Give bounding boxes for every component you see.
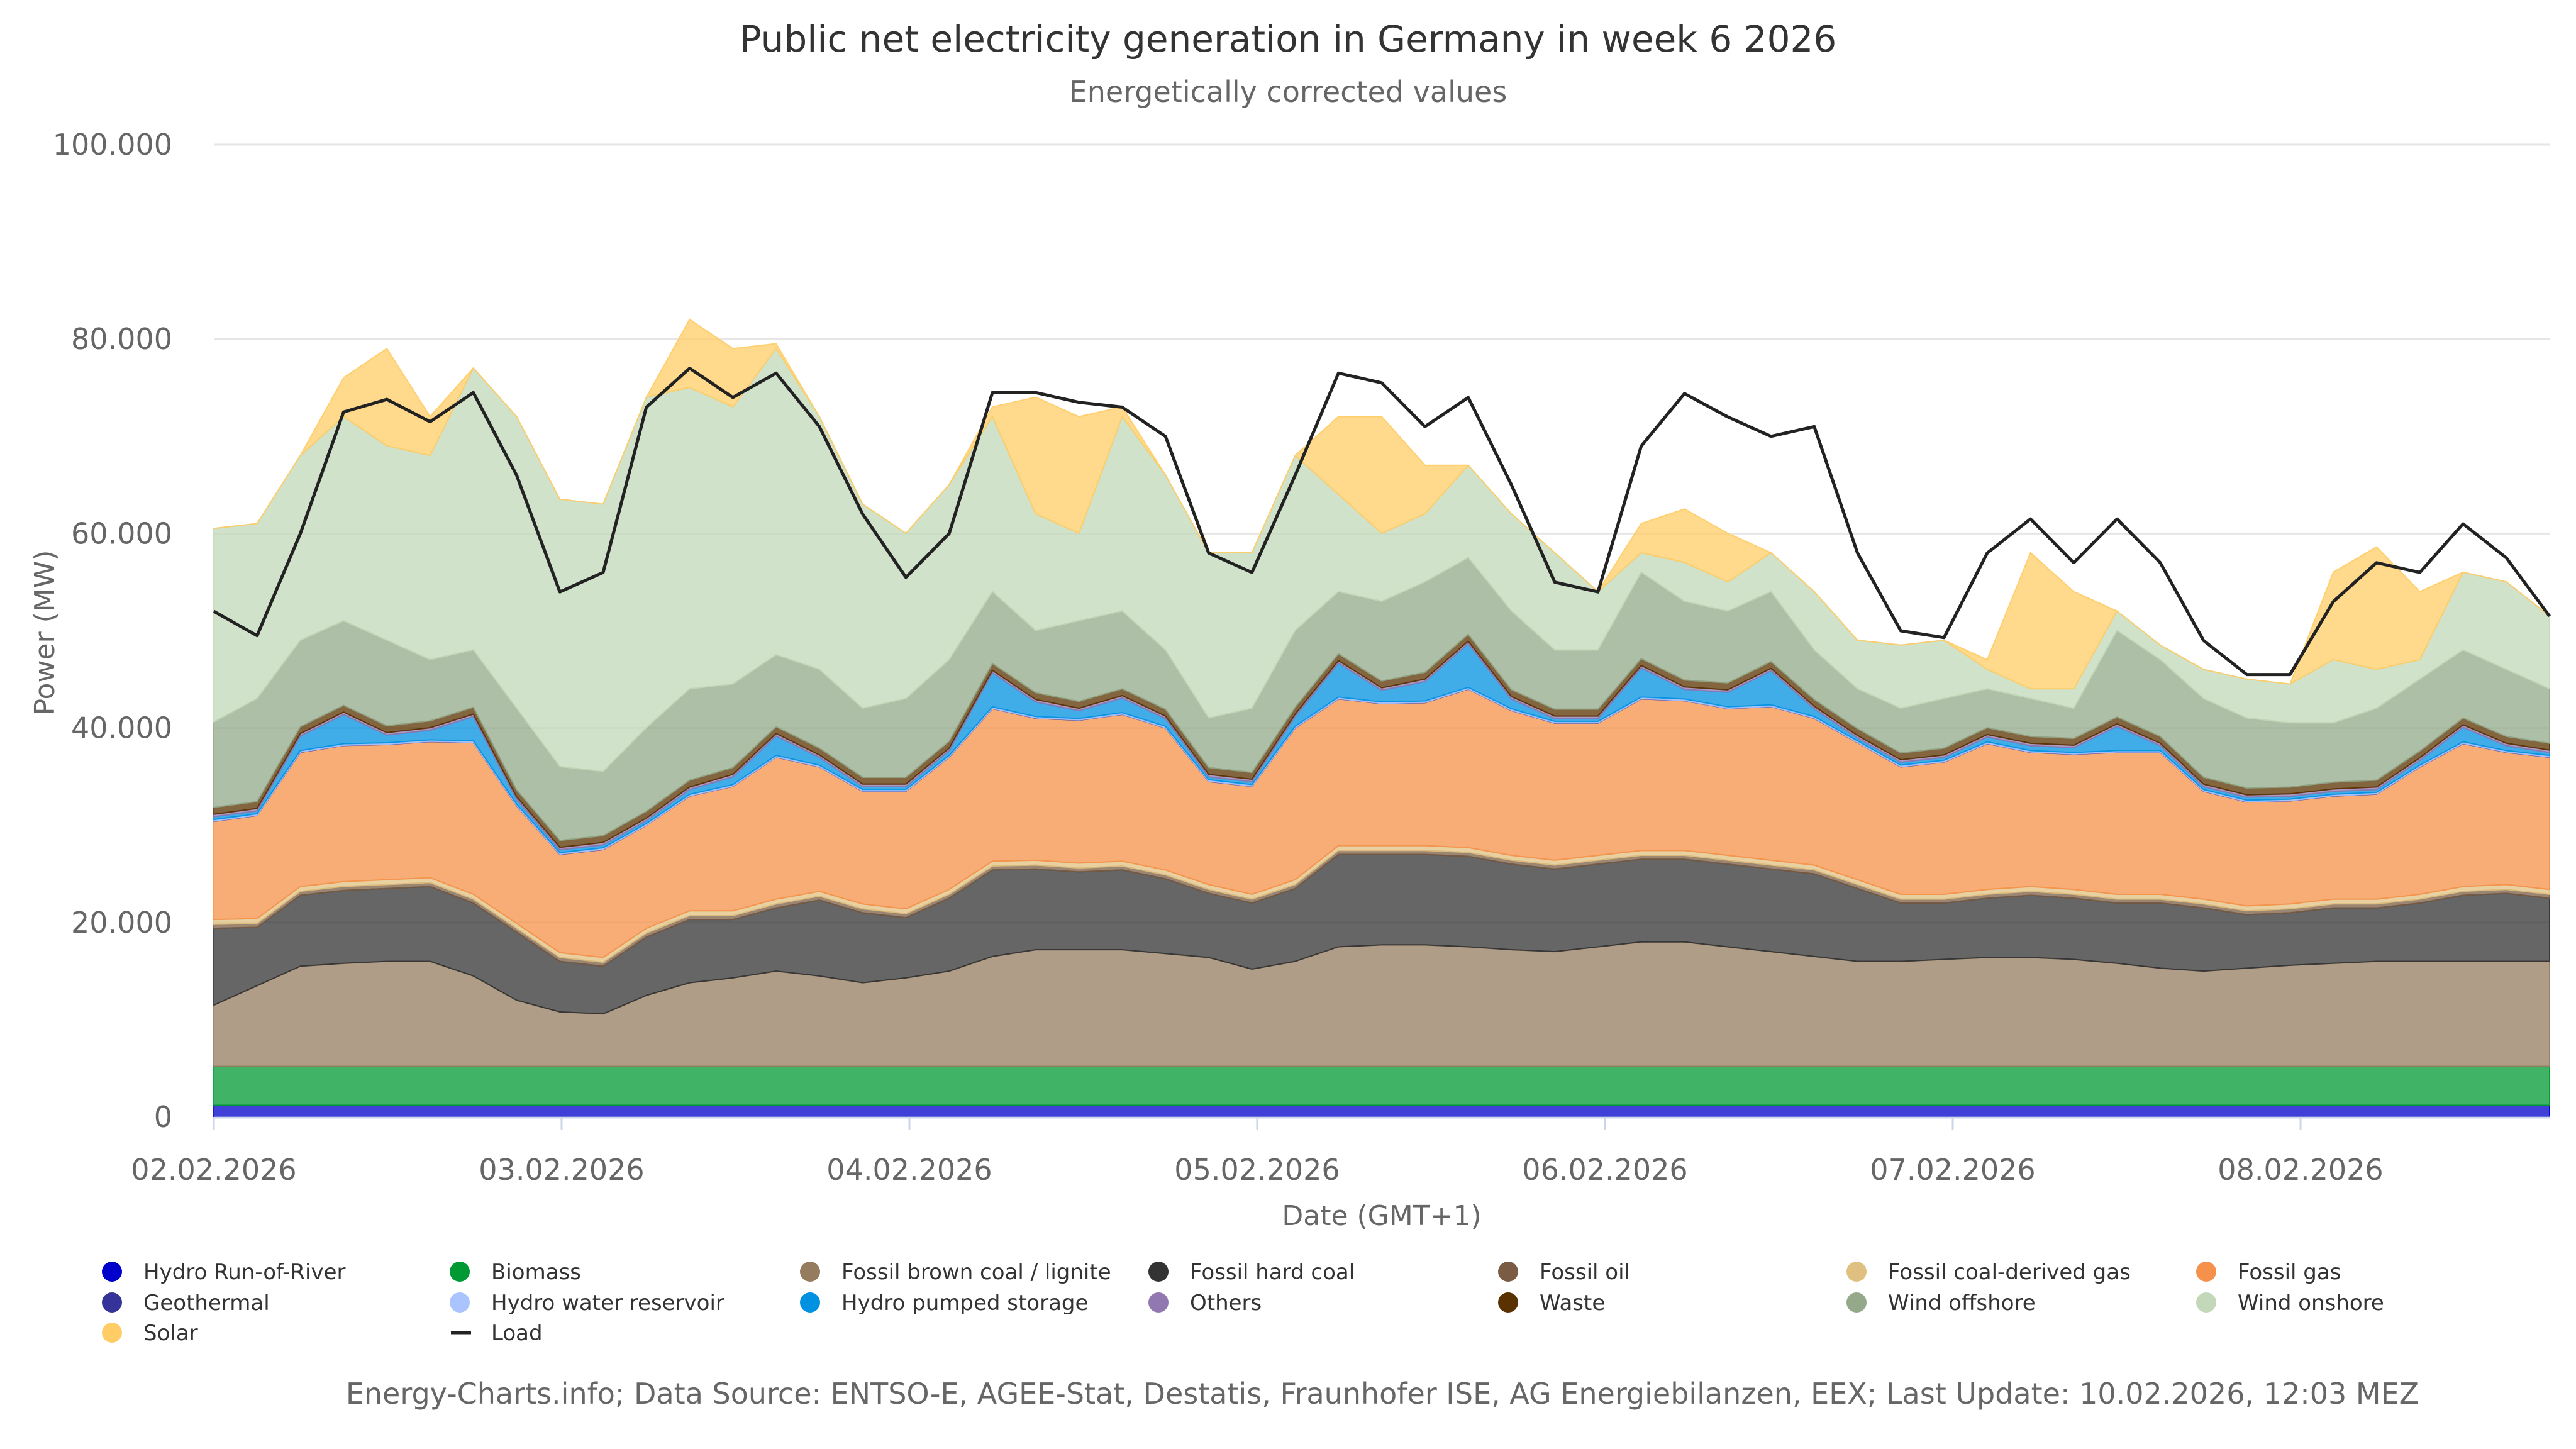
chart-title: Public net electricity generation in Ger…: [740, 18, 1837, 60]
legend-label: Biomass: [491, 1260, 581, 1285]
legend-dot-icon: [1148, 1262, 1169, 1282]
y-tick-label: 40.000: [71, 711, 172, 745]
legend-dot-icon: [1498, 1262, 1518, 1282]
legend-dot-icon: [1846, 1292, 1867, 1313]
footer-source: Energy-Charts.info; Data Source: ENTSO-E…: [346, 1377, 2419, 1411]
legend-label: Hydro pumped storage: [841, 1291, 1088, 1316]
x-axis-title: Date (GMT+1): [1282, 1200, 1481, 1232]
legend-item-wind-offshore[interactable]: Wind offshore: [1846, 1291, 2036, 1316]
x-tick-label: 07.02.2026: [1870, 1153, 2035, 1187]
legend-label: Fossil oil: [1540, 1260, 1630, 1285]
legend-item-fossil-hard-coal[interactable]: Fossil hard coal: [1148, 1260, 1355, 1285]
legend-label: Fossil gas: [2238, 1260, 2341, 1285]
load-line-group: [213, 367, 2551, 677]
legend-item-fossil-gas[interactable]: Fossil gas: [2196, 1260, 2341, 1285]
stacked-areas: [213, 318, 2550, 1118]
legend-label: Fossil coal-derived gas: [1888, 1260, 2131, 1285]
area-biomass: [213, 1065, 2550, 1106]
y-axis-title: Power (MW): [29, 550, 61, 716]
legend-item-others[interactable]: Others: [1148, 1291, 1262, 1316]
area-hydro-run-of-river: [213, 1104, 2550, 1118]
legend-item-fossil-coal-derived-gas[interactable]: Fossil coal-derived gas: [1846, 1260, 2131, 1285]
legend-dot-icon: [102, 1323, 122, 1343]
legend-item-hydro-water-reservoir[interactable]: Hydro water reservoir: [450, 1291, 724, 1316]
x-tick-label: 05.02.2026: [1174, 1153, 1340, 1187]
legend-label: Wind offshore: [1888, 1291, 2036, 1316]
legend-label: Waste: [1540, 1291, 1605, 1316]
y-tick-label: 80.000: [71, 322, 172, 356]
x-axis-ticks: 02.02.2026 03.02.2026 04.02.2026 05.02.2026…: [131, 1117, 2384, 1187]
legend-item-solar[interactable]: Solar: [102, 1321, 198, 1346]
x-tick-label: 06.02.2026: [1522, 1153, 1687, 1187]
legend-label: Fossil hard coal: [1190, 1260, 1355, 1285]
y-tick-label: 20.000: [71, 906, 172, 940]
legend-dot-icon: [450, 1262, 470, 1282]
legend-label: Hydro Run-of-River: [143, 1260, 345, 1285]
legend-item-biomass[interactable]: Biomass: [450, 1260, 581, 1285]
legend-dot-icon: [102, 1262, 122, 1282]
legend-dot-icon: [2196, 1292, 2216, 1313]
legend: Hydro Run-of-River Biomass Fossil brown co…: [102, 1260, 2384, 1346]
y-axis-ticks: 0 20.000 40.000 60.000 80.000 100.000: [53, 128, 172, 1134]
x-tick-label: 02.02.2026: [131, 1153, 296, 1187]
legend-dot-icon: [450, 1292, 470, 1313]
line-load: [213, 367, 2551, 677]
legend-label: Wind onshore: [2238, 1291, 2384, 1316]
legend-item-wind-onshore[interactable]: Wind onshore: [2196, 1291, 2384, 1316]
legend-dot-icon: [800, 1262, 820, 1282]
legend-dot-icon: [1846, 1262, 1867, 1282]
legend-dot-icon: [1498, 1292, 1518, 1313]
legend-item-waste[interactable]: Waste: [1498, 1291, 1605, 1316]
y-tick-label: 100.000: [53, 128, 172, 162]
chart-subtitle: Energetically corrected values: [1069, 75, 1507, 109]
legend-dot-icon: [800, 1292, 820, 1313]
x-tick-label: 08.02.2026: [2218, 1153, 2383, 1187]
legend-dot-icon: [1148, 1292, 1169, 1313]
x-tick-label: 03.02.2026: [479, 1153, 644, 1187]
legend-label: Load: [491, 1321, 543, 1346]
legend-dot-icon: [2196, 1262, 2216, 1282]
legend-label: Geothermal: [143, 1291, 270, 1316]
legend-label: Hydro water reservoir: [491, 1291, 724, 1316]
legend-item-hydro-pumped-storage[interactable]: Hydro pumped storage: [800, 1291, 1088, 1316]
legend-item-fossil-oil[interactable]: Fossil oil: [1498, 1260, 1630, 1285]
y-tick-label: 60.000: [71, 516, 172, 550]
legend-dot-icon: [102, 1292, 122, 1313]
legend-item-geothermal[interactable]: Geothermal: [102, 1291, 270, 1316]
legend-item-load[interactable]: Load: [451, 1321, 543, 1346]
y-tick-label: 0: [154, 1100, 172, 1134]
legend-label: Others: [1190, 1291, 1262, 1316]
legend-label: Fossil brown coal / lignite: [841, 1260, 1111, 1285]
legend-item-hydro-run-of-river[interactable]: Hydro Run-of-River: [102, 1260, 345, 1285]
legend-item-fossil-brown-coal-lignite[interactable]: Fossil brown coal / lignite: [800, 1260, 1111, 1285]
legend-label: Solar: [143, 1321, 198, 1346]
x-tick-label: 04.02.2026: [826, 1153, 992, 1187]
